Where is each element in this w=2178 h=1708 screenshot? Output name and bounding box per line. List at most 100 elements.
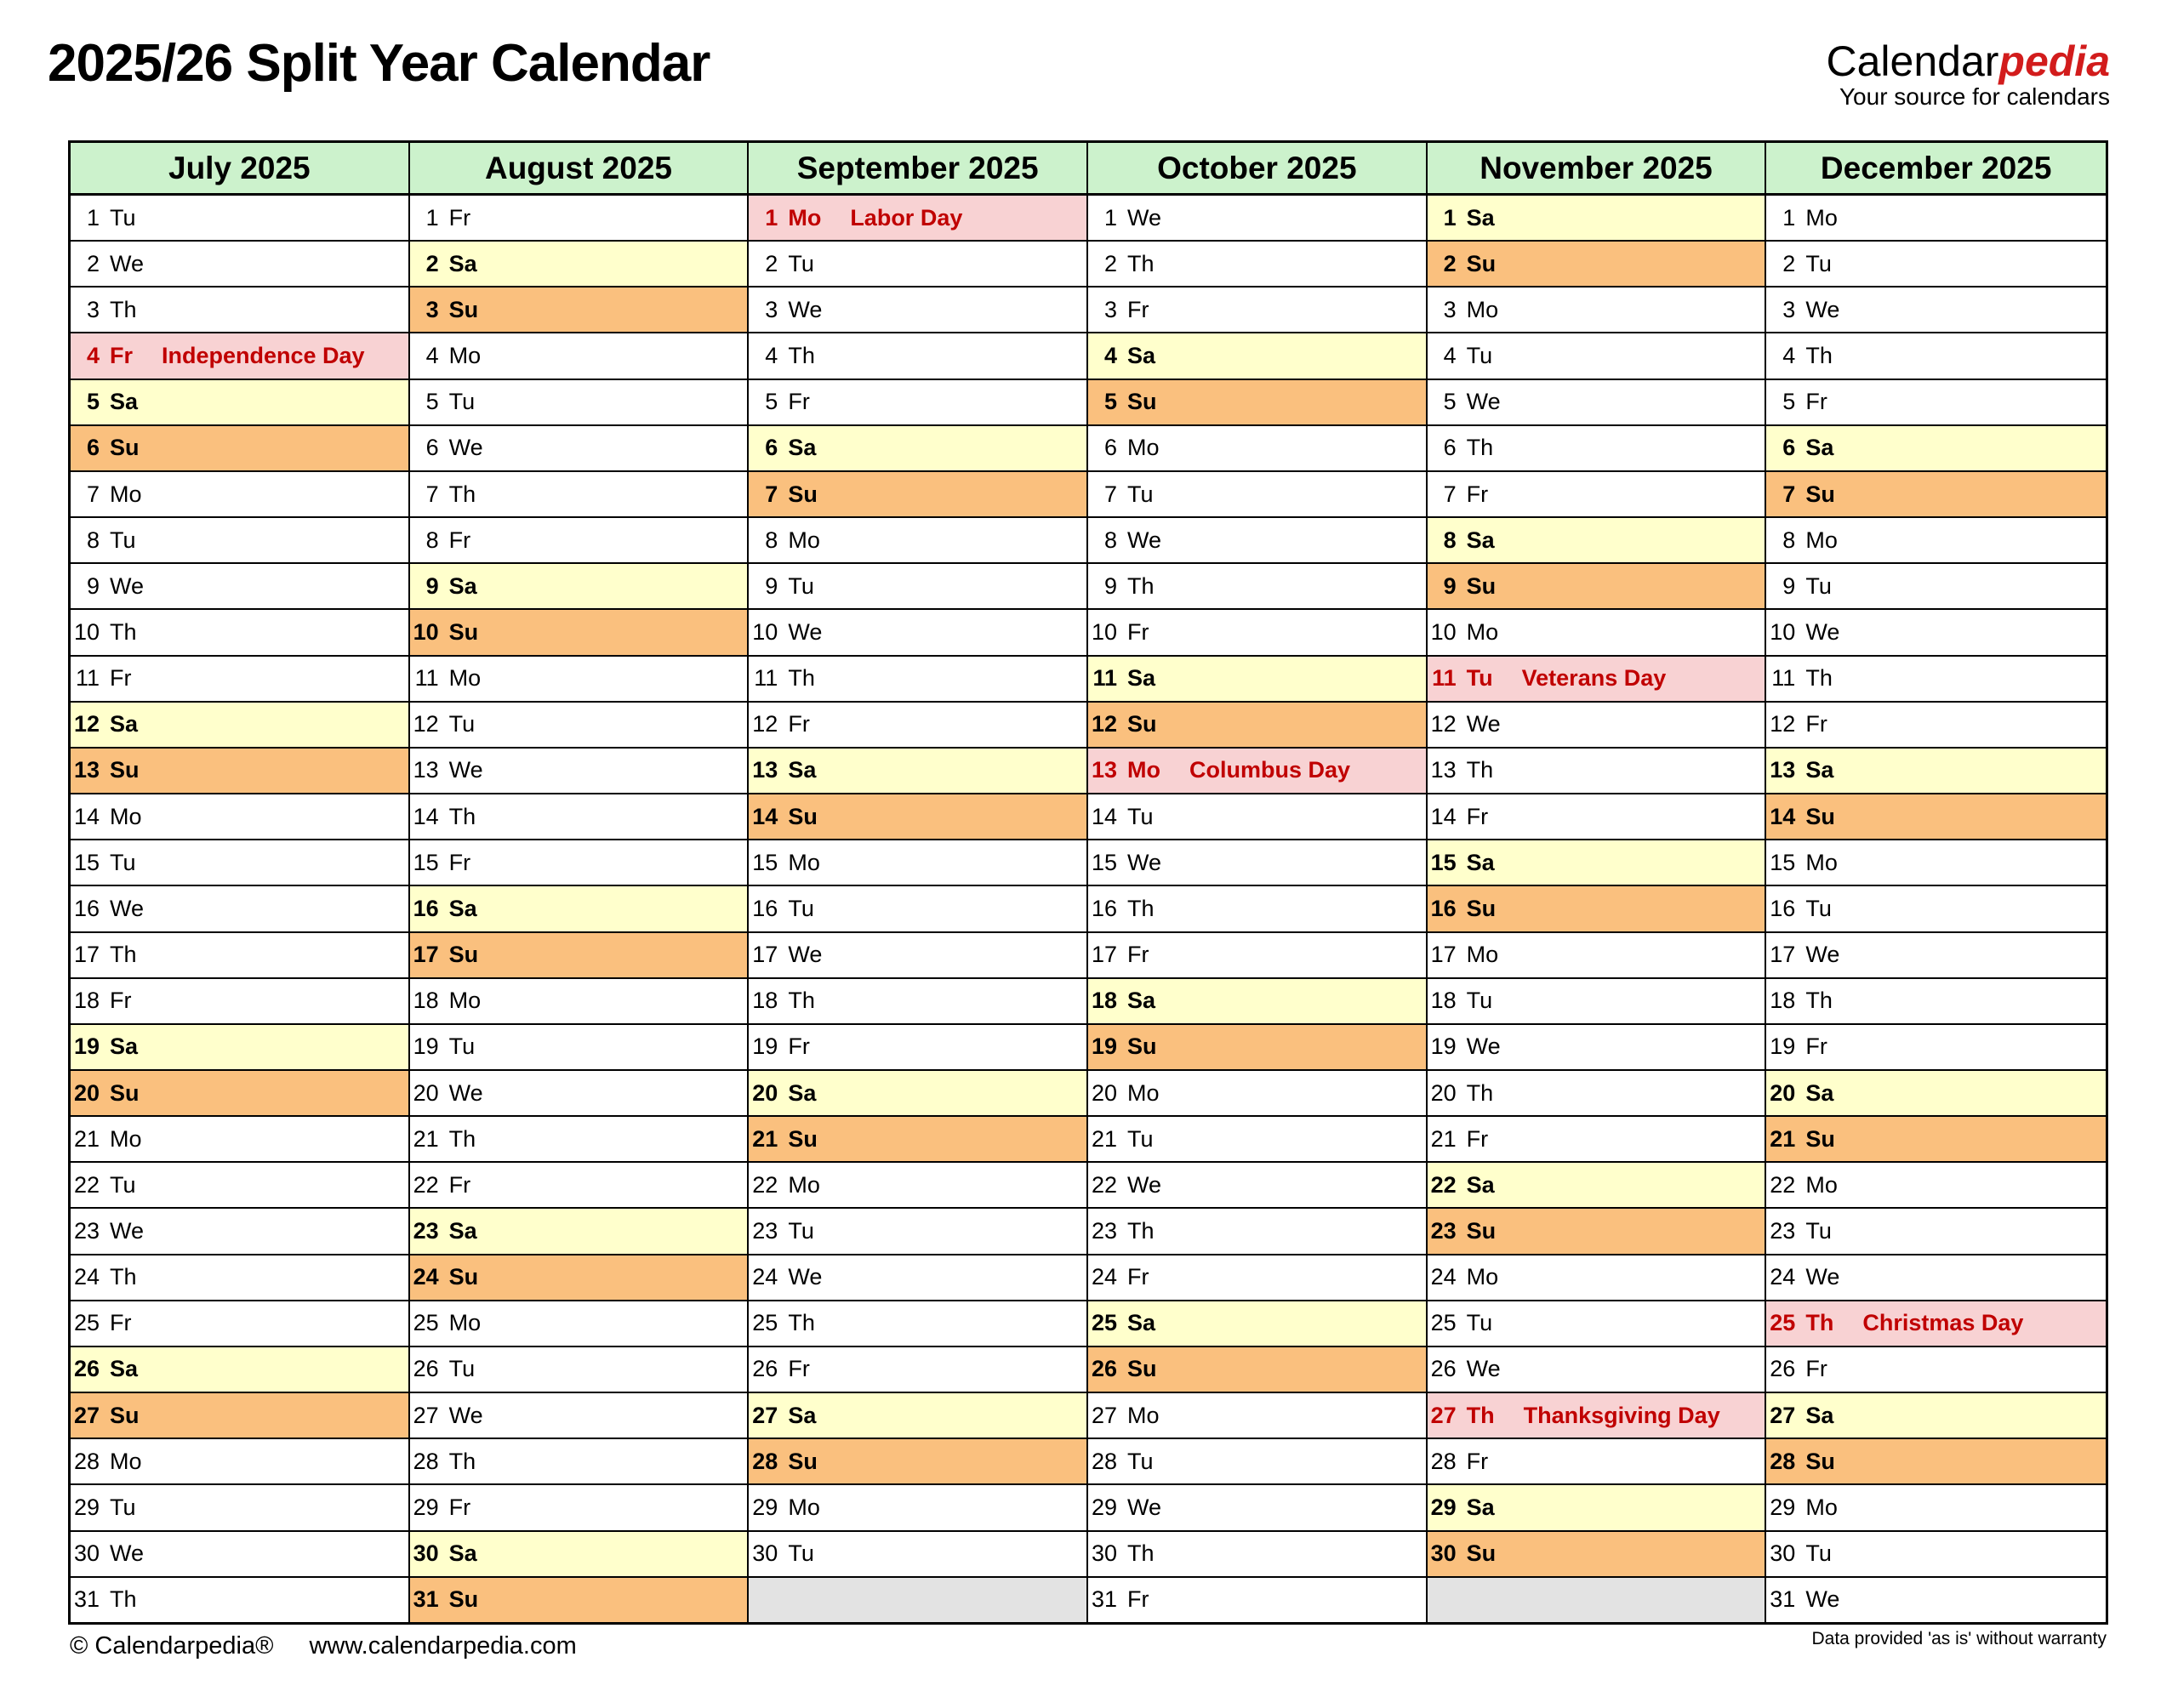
day-weekday: Su (1466, 895, 1497, 921)
day-cell: 11 Fr (71, 656, 408, 703)
day-number: 13 (413, 757, 439, 783)
day-cell: 27 Sa (1766, 1393, 2106, 1440)
day-cell: 26 Fr (749, 1346, 1086, 1394)
month-header: December 2025 (1766, 143, 2106, 196)
day-weekday: Su (1126, 711, 1157, 737)
day-cell: 6 Sa (1766, 425, 2106, 472)
day-weekday: Mo (1805, 527, 1838, 553)
day-weekday: Su (448, 1586, 479, 1613)
day-cell: 19 We (1427, 1024, 1765, 1071)
day-weekday: Tu (788, 895, 814, 921)
day-number: 25 (1091, 1310, 1117, 1336)
day-cell: 28 Th (409, 1439, 748, 1486)
day-weekday: Mo (110, 803, 142, 829)
day-cell: 10 We (1766, 610, 2106, 657)
day-number: 23 (1430, 1218, 1457, 1244)
day-number: 20 (1770, 1079, 1796, 1106)
day-cell: 25 Sa (1087, 1301, 1426, 1347)
day-number: 9 (86, 572, 100, 599)
day-weekday: Tu (1466, 343, 1493, 369)
calendarpedia-logo[interactable]: Calendarpedia Your source for calendars (1827, 39, 2111, 110)
day-number: 31 (1091, 1586, 1117, 1613)
day-weekday: Sa (788, 1402, 817, 1428)
day-number: 20 (73, 1079, 100, 1106)
day-weekday: Tu (788, 1540, 814, 1567)
day-number: 10 (413, 618, 439, 645)
day-number: 19 (413, 1033, 439, 1060)
day-number: 12 (73, 711, 100, 737)
day-weekday: Fr (448, 527, 471, 553)
day-weekday: Th (1805, 665, 1833, 692)
day-weekday: We (448, 435, 483, 461)
day-cell: 5 Fr (749, 379, 1086, 426)
day-cell: 3 We (1766, 288, 2106, 334)
day-cell: 31 Th (71, 1577, 408, 1622)
day-cell: 14 Mo (71, 794, 408, 841)
day-weekday: Sa (448, 895, 477, 921)
day-number: 1 (1782, 204, 1796, 231)
day-weekday: We (1126, 1494, 1161, 1520)
day-weekday: Th (1126, 1218, 1155, 1244)
day-cell: 29 Tu (71, 1485, 408, 1532)
day-number: 17 (1430, 942, 1457, 968)
day-weekday: Su (1126, 1356, 1157, 1382)
day-number: 10 (752, 618, 778, 645)
day-number: 24 (73, 1264, 100, 1290)
day-cell: 20 Su (71, 1070, 408, 1118)
day-cell: 20 Sa (1766, 1070, 2106, 1118)
day-cell: 25 Tu (1427, 1301, 1765, 1347)
day-weekday: Fr (448, 849, 471, 875)
website-link[interactable]: www.calendarpedia.com (309, 1632, 577, 1660)
day-cell: 13 Su (71, 748, 408, 795)
day-number: 28 (1430, 1448, 1457, 1474)
day-cell: 20 We (409, 1070, 748, 1118)
day-cell: 14 Su (1766, 794, 2106, 841)
day-number: 18 (1770, 988, 1796, 1014)
day-number: 13 (1091, 757, 1117, 783)
day-weekday: Su (1805, 481, 1835, 507)
day-number: 27 (1430, 1402, 1457, 1428)
day-weekday: We (110, 1540, 145, 1567)
day-cell: 22 Tu (71, 1163, 408, 1210)
holiday-label: Christmas Day (1862, 1310, 2024, 1336)
day-cell: 1 Mo (1766, 196, 2106, 242)
day-weekday: Sa (1126, 1310, 1156, 1336)
day-weekday: Mo (1126, 1402, 1160, 1428)
month-header: July 2025 (71, 143, 408, 196)
day-cell: 11 Th (749, 656, 1086, 703)
day-number: 19 (1091, 1033, 1117, 1060)
day-number: 30 (1770, 1540, 1796, 1567)
day-number: 29 (1430, 1494, 1457, 1520)
day-weekday: Tu (1805, 895, 1832, 921)
month-header: October 2025 (1087, 143, 1426, 196)
day-cell: 5 We (1427, 379, 1765, 426)
day-weekday: Fr (1126, 618, 1149, 645)
day-number: 9 (1782, 572, 1796, 599)
day-number: 3 (1443, 296, 1457, 322)
day-cell: 6 Su (71, 425, 408, 472)
day-number: 8 (765, 527, 778, 553)
day-number: 3 (765, 296, 778, 322)
day-cell: 5 Sa (71, 379, 408, 426)
day-cell: 27 Th Thanksgiving Day (1427, 1393, 1765, 1440)
day-weekday: Tu (110, 527, 136, 553)
month-column-september-2025: September 2025 1 Mo Labor Day 2 Tu 3 We 4 Th 5 Fr 6 S… (749, 143, 1088, 1622)
day-cell: 14 Th (409, 794, 748, 841)
day-number: 8 (86, 527, 100, 553)
month-header: September 2025 (749, 143, 1086, 196)
day-weekday: Tu (1466, 988, 1493, 1014)
day-cell: 16 Tu (749, 886, 1086, 933)
day-weekday: Tu (1126, 481, 1154, 507)
day-weekday: Tu (788, 250, 814, 276)
day-number: 25 (413, 1310, 439, 1336)
day-number: 7 (86, 481, 100, 507)
day-cell: 13 Sa (1766, 748, 2106, 795)
day-number: 12 (1091, 711, 1117, 737)
day-weekday: Th (1126, 572, 1155, 599)
day-weekday: Th (1805, 1310, 1834, 1336)
day-weekday: Tu (448, 1033, 476, 1060)
day-number: 7 (765, 481, 778, 507)
day-weekday: Sa (448, 1218, 477, 1244)
day-number: 21 (413, 1125, 439, 1152)
day-weekday: Sa (1126, 665, 1156, 692)
